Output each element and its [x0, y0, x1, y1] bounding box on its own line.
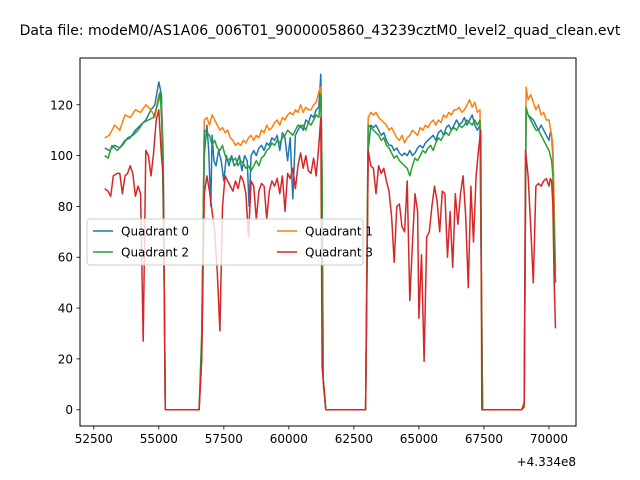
series-line-quadrant-3	[104, 109, 557, 411]
chart-title: Data file: modeM0/AS1A06_006T01_90000058…	[20, 23, 621, 39]
x-tick-label: 57500	[205, 432, 243, 446]
x-tick-label: 62500	[335, 432, 373, 446]
legend-label-quadrant-1: Quadrant 1	[305, 225, 373, 239]
y-tick-label: 100	[50, 149, 73, 163]
y-tick-label: 120	[50, 98, 73, 112]
x-tick-label: 60000	[270, 432, 308, 446]
y-tick-label: 0	[65, 403, 73, 417]
y-tick-label: 80	[58, 200, 73, 214]
legend: Quadrant 0 Quadrant 1 Quadrant 2 Quadrant 3	[86, 218, 373, 266]
series-layer	[104, 73, 557, 411]
x-offset-label: +4.334e8	[517, 455, 576, 469]
legend-label-quadrant-0: Quadrant 0	[121, 225, 189, 239]
x-tick-label: 67500	[465, 432, 503, 446]
axes-frame	[79, 57, 577, 427]
legend-label-quadrant-3: Quadrant 3	[305, 246, 373, 260]
x-tick-label: 65000	[400, 432, 438, 446]
legend-label-quadrant-2: Quadrant 2	[121, 246, 189, 260]
y-axis: 0 20 40 60 80 100 120	[50, 98, 80, 417]
x-tick-label: 70000	[530, 432, 568, 446]
y-tick-label: 40	[58, 302, 73, 316]
y-tick-label: 60	[58, 251, 73, 265]
y-tick-label: 20	[58, 352, 73, 366]
x-tick-label: 52500	[75, 432, 113, 446]
x-tick-label: 55000	[140, 432, 178, 446]
x-axis: 52500 55000 57500 60000 62500 65000 67500 70000	[75, 426, 568, 446]
